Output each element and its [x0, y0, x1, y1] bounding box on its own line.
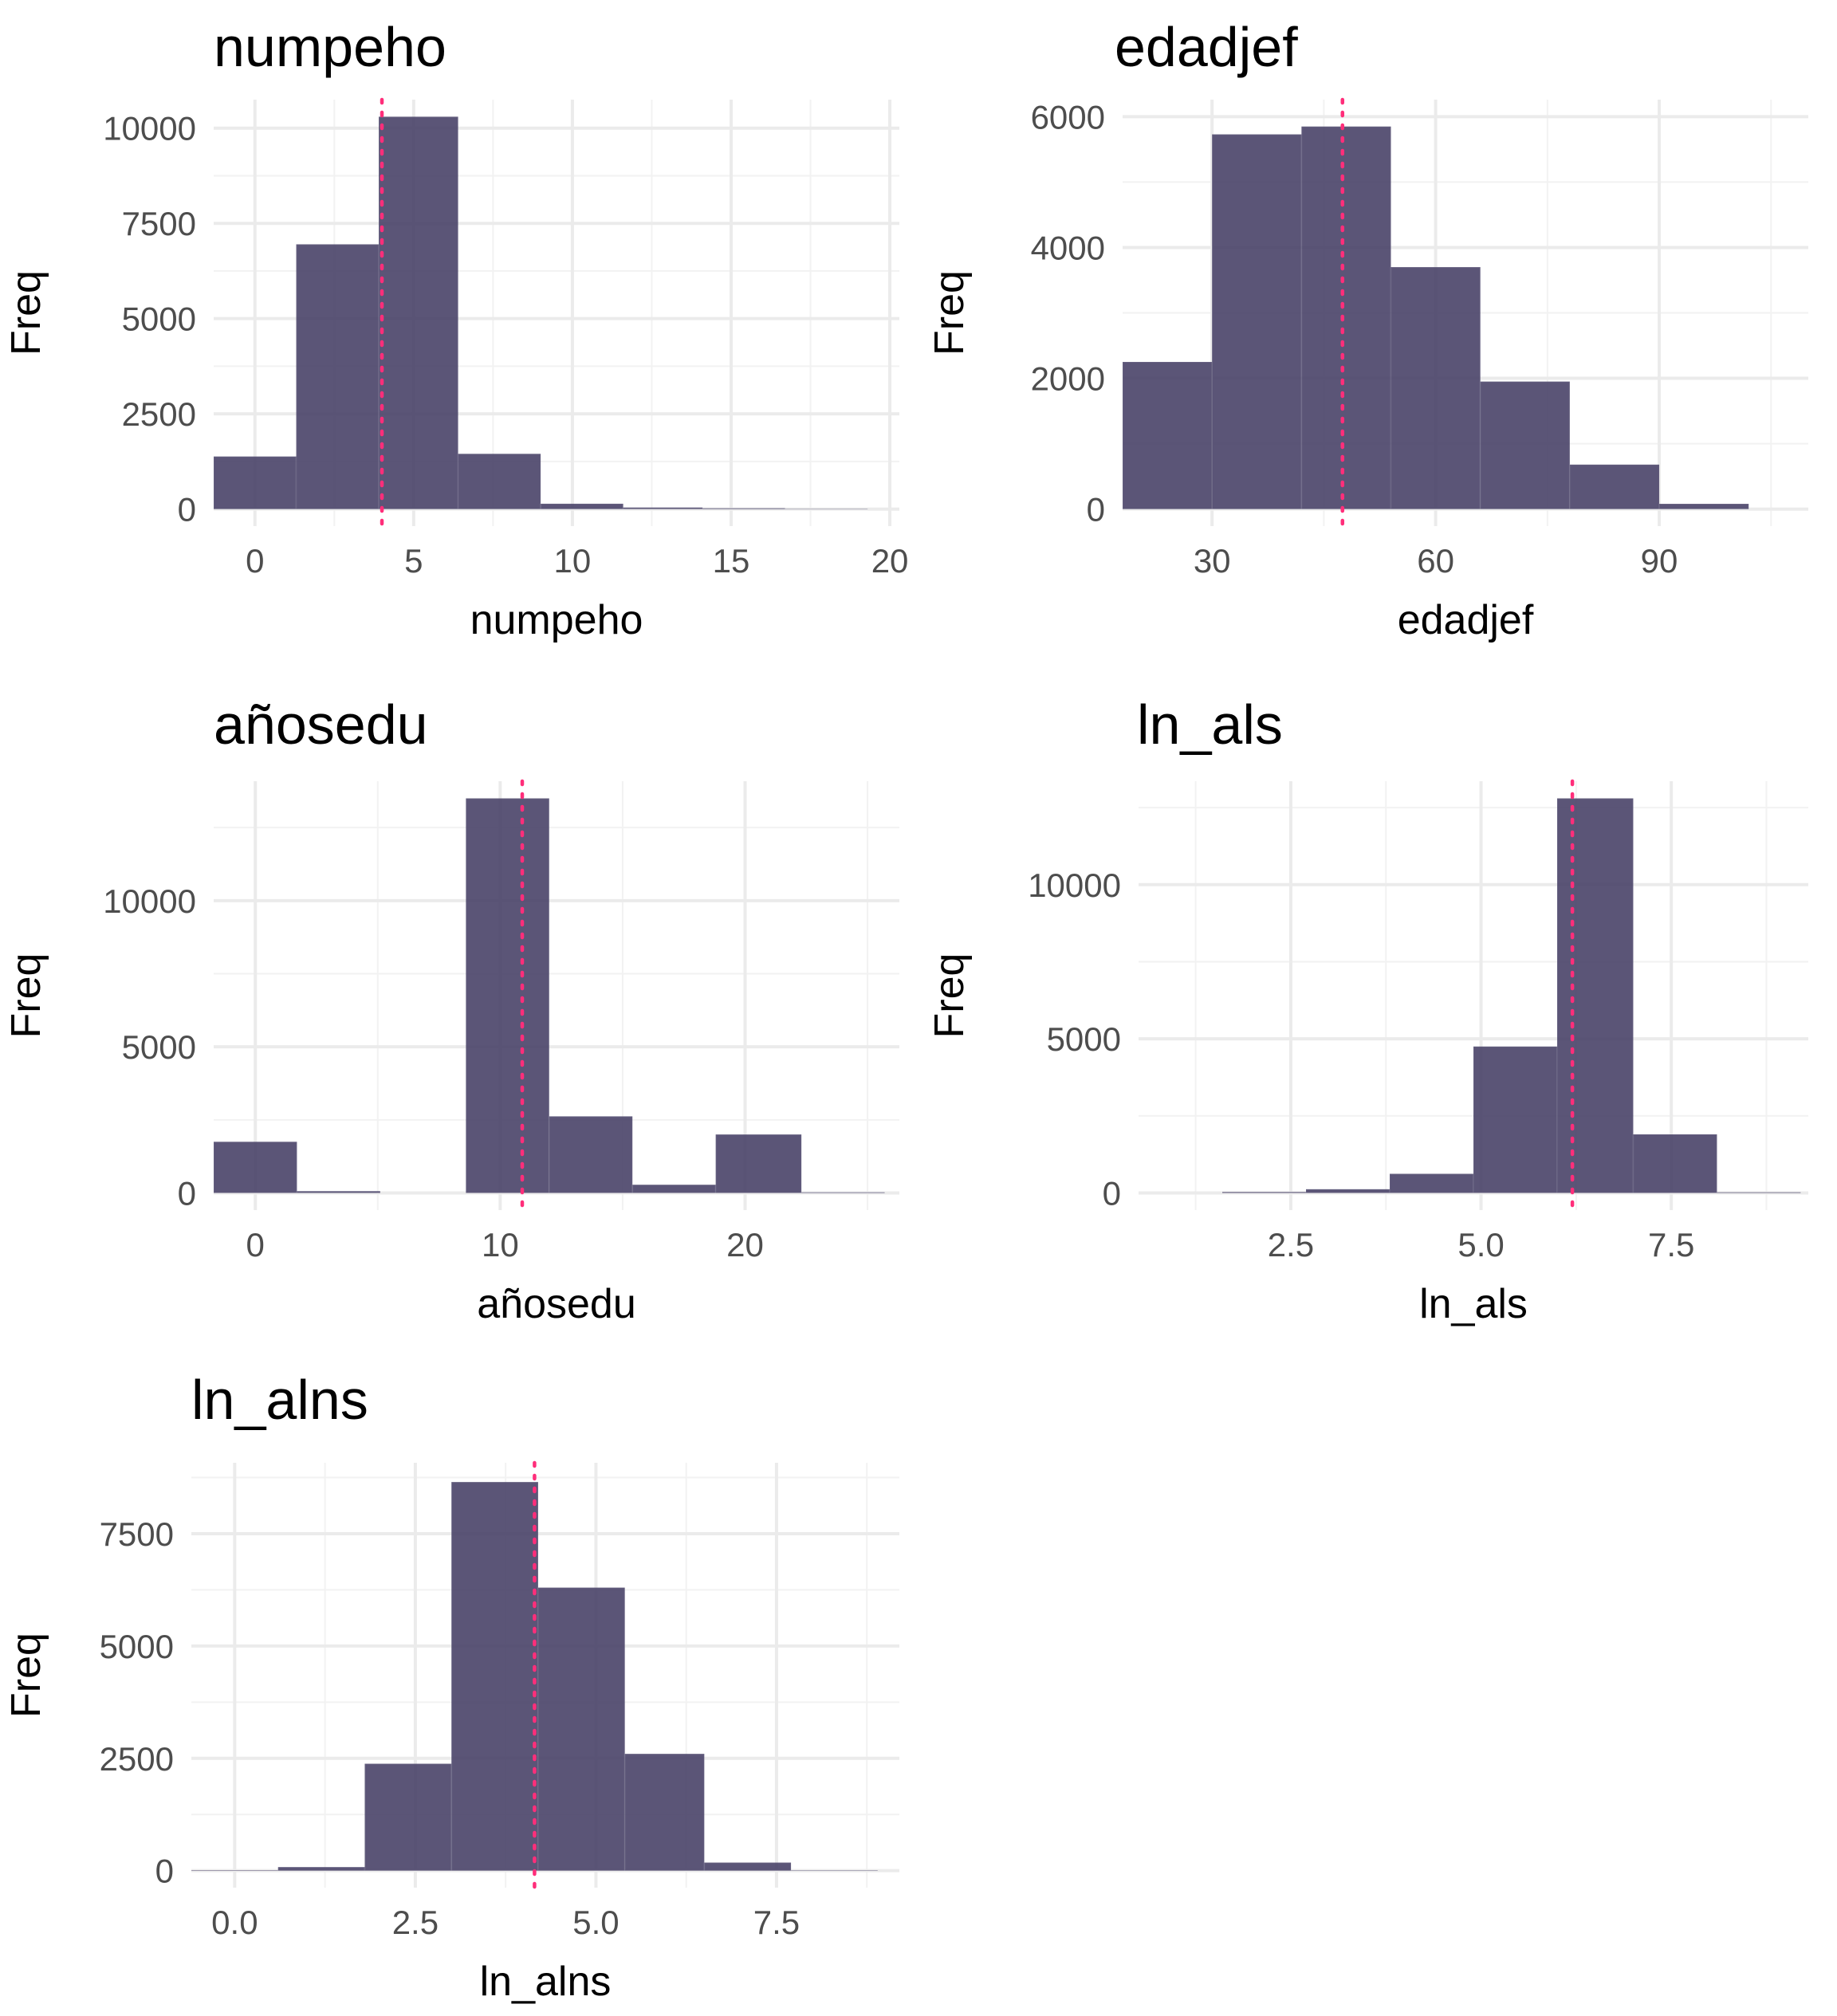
histogram-bar: [1221, 1191, 1307, 1194]
x-tick-label: 20: [871, 542, 909, 580]
histogram-bar: [1300, 125, 1392, 510]
histogram-bar: [1658, 503, 1750, 510]
bars: [213, 116, 869, 510]
y-tick-label: 5000: [122, 1028, 196, 1066]
histogram-bar: [623, 1753, 706, 1872]
x-axis-label: numpeho: [470, 597, 643, 643]
y-tick-label: 5000: [1047, 1020, 1121, 1058]
histogram-bar: [540, 502, 624, 510]
panel-title: ln_als: [1137, 694, 1283, 756]
y-tick-label: 10000: [1028, 867, 1121, 904]
y-tick-label: 0: [178, 491, 196, 529]
y-tick-label: 5000: [122, 301, 196, 338]
x-tick-label: 2.5: [392, 1904, 439, 1941]
x-tick-label: 2.5: [1268, 1226, 1314, 1263]
x-tick-label: 60: [1417, 542, 1454, 580]
y-tick-label: 10000: [103, 110, 196, 147]
panel-title: añosedu: [214, 694, 428, 756]
x-tick-label: 5.0: [1457, 1226, 1504, 1263]
bars: [213, 797, 886, 1194]
x-tick-label: 0: [246, 542, 264, 580]
bars: [1122, 125, 1750, 510]
y-tick-label: 2000: [1031, 360, 1105, 398]
histogram-bar: [465, 797, 550, 1194]
histogram-bar: [1556, 797, 1634, 1194]
x-tick-label: 7.5: [1648, 1226, 1694, 1263]
x-axis-label: añosedu: [477, 1281, 636, 1327]
histogram-bar: [295, 243, 380, 510]
histogram-bar: [450, 1481, 539, 1872]
x-tick-label: 20: [726, 1226, 764, 1263]
y-tick-label: 0: [178, 1174, 196, 1212]
panel-numpeho: 0 5 10 15 20 0 2500 5000 7500 10000 numpeho numpeho…: [3, 16, 908, 643]
x-axis-label: ln_alns: [480, 1959, 612, 2005]
x-tick-label: 10: [554, 542, 592, 580]
x-tick-label: 10: [482, 1226, 519, 1263]
histogram-bar: [1390, 266, 1481, 510]
histogram-bar: [213, 455, 297, 510]
histogram-bar: [1305, 1188, 1391, 1194]
bars: [191, 1481, 879, 1872]
y-axis-label: Freq: [3, 1633, 49, 1718]
y-axis-label: Freq: [3, 270, 49, 356]
histogram-bar: [191, 1869, 279, 1872]
histogram-bar: [537, 1586, 626, 1872]
x-tick-label: 7.5: [753, 1904, 800, 1941]
y-tick-label: 7500: [122, 205, 196, 242]
histogram-bar: [296, 1190, 381, 1194]
y-tick-label: 4000: [1031, 229, 1105, 266]
y-tick-label: 0: [155, 1853, 174, 1890]
histogram-bar: [714, 1134, 803, 1194]
histogram-bar: [1122, 361, 1214, 510]
histogram-bar: [622, 506, 704, 510]
y-tick-label: 10000: [103, 882, 196, 920]
histogram-bar: [1632, 1134, 1718, 1194]
panel-edadjef: 30 60 90 0 2000 4000 6000 edadjef edadjef Freq: [926, 16, 1808, 643]
x-axis-label: edadjef: [1398, 597, 1534, 643]
x-axis-label: ln_als: [1419, 1281, 1528, 1327]
y-axis-label: Freq: [3, 953, 49, 1039]
panel-title: ln_alns: [191, 1369, 368, 1431]
panel-title: numpeho: [214, 16, 446, 78]
y-tick-label: 0: [1103, 1174, 1121, 1212]
y-tick-label: 7500: [100, 1515, 174, 1553]
histogram-bar: [1479, 380, 1571, 510]
y-tick-label: 2500: [122, 395, 196, 433]
panel-añosedu: 0 10 20 0 5000 10000 añosedu añosedu Freq: [3, 694, 899, 1327]
histogram-bar: [378, 116, 459, 510]
y-tick-label: 6000: [1031, 98, 1105, 136]
y-tick-label: 2500: [100, 1740, 174, 1778]
y-tick-label: 0: [1087, 491, 1105, 529]
histogram-bar: [703, 1861, 793, 1872]
x-tick-label: 90: [1641, 542, 1678, 580]
histogram-bar: [1211, 133, 1303, 510]
histogram-bar: [1568, 463, 1661, 510]
histogram-bar: [548, 1115, 634, 1194]
y-axis-label: Freq: [926, 953, 973, 1039]
x-tick-label: 5: [404, 542, 423, 580]
panel-ln_als: 2.5 5.0 7.5 0 5000 10000 ln_als ln_als Freq: [926, 694, 1808, 1327]
x-tick-label: 0.0: [211, 1904, 258, 1941]
histogram-bar: [213, 1141, 298, 1194]
x-tick-label: 5.0: [572, 1904, 619, 1941]
bars: [1221, 797, 1802, 1194]
panel-title: edadjef: [1115, 16, 1298, 78]
histogram-bar: [457, 453, 542, 510]
panel-ln_alns: 0.0 2.5 5.0 7.5 0 2500 5000 7500 ln_alns ln_alns F…: [3, 1369, 899, 2005]
x-tick-label: 30: [1194, 542, 1231, 580]
histogram-bar: [277, 1866, 366, 1872]
histogram-bar: [364, 1763, 453, 1872]
histogram-bar: [1473, 1045, 1558, 1194]
y-tick-label: 5000: [100, 1628, 174, 1665]
histogram-bar: [1389, 1173, 1474, 1194]
x-tick-label: 0: [246, 1226, 265, 1263]
histogram-bar: [631, 1184, 717, 1194]
y-axis-label: Freq: [926, 270, 973, 356]
x-tick-label: 15: [713, 542, 750, 580]
